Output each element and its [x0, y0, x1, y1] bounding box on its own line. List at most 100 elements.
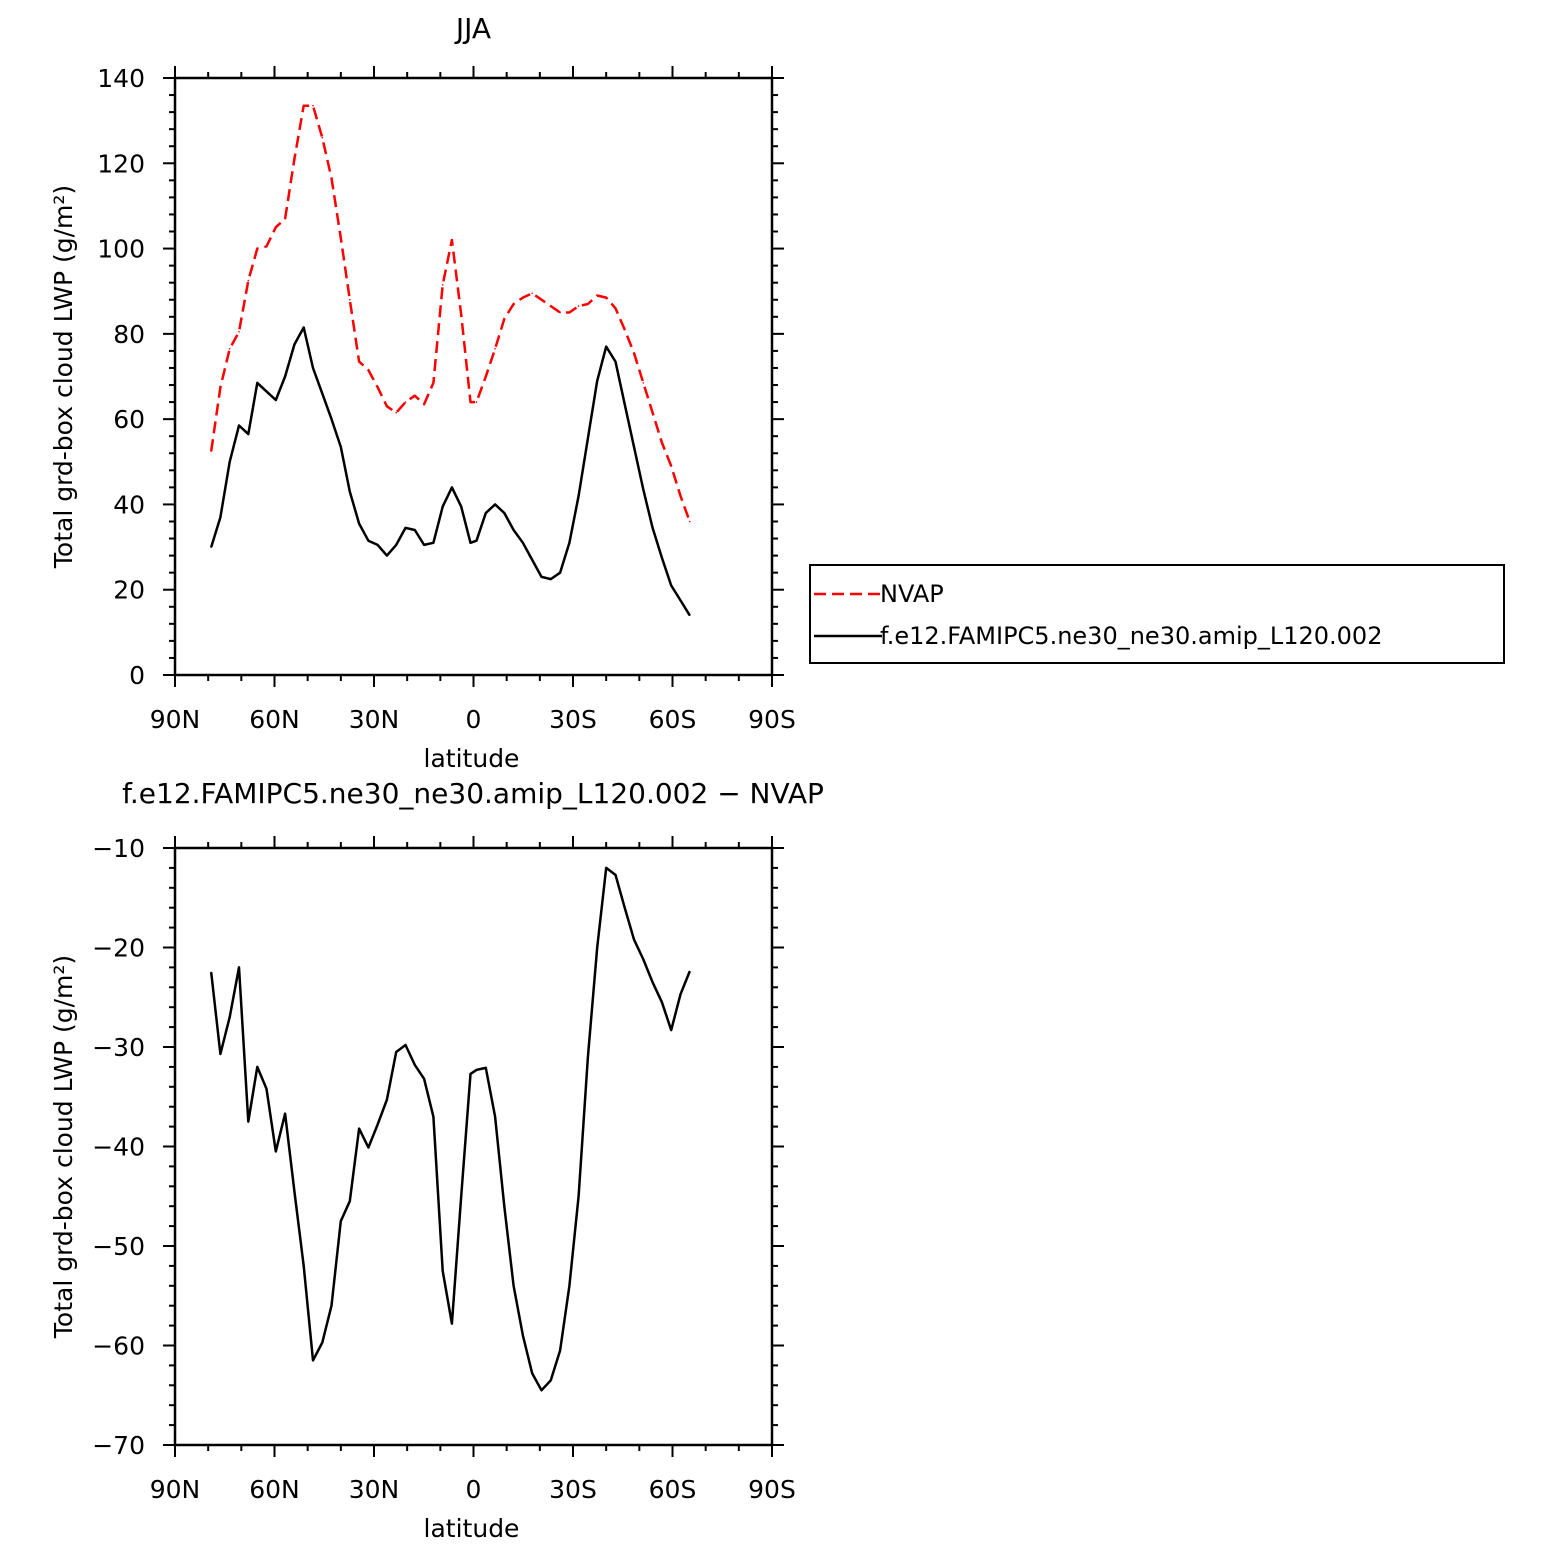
data-point: [568, 1285, 571, 1287]
data-point: [293, 158, 296, 160]
data-point: [531, 292, 533, 295]
data-point: [651, 981, 654, 984]
data-point: [559, 1349, 561, 1352]
data-point: [330, 1304, 333, 1307]
data-point: [210, 546, 212, 548]
data-point: [330, 418, 333, 420]
x-tick-label: 60S: [649, 1475, 697, 1504]
data-point: [302, 326, 305, 329]
data-point: [670, 584, 672, 587]
data-point: [340, 446, 342, 448]
data-point: [522, 542, 524, 544]
data-point: [265, 245, 268, 248]
data-point: [642, 488, 645, 491]
y-tick-label: −30: [92, 1033, 145, 1062]
data-point: [414, 529, 416, 531]
data-point: [256, 1066, 259, 1068]
data-point: [512, 303, 515, 305]
data-point: [247, 433, 250, 435]
data-point: [503, 318, 506, 320]
plot-frame: [173, 846, 774, 1447]
data-point: [302, 1265, 305, 1267]
data-point: [404, 401, 407, 403]
data-point: [367, 539, 370, 542]
data-point: [485, 1067, 487, 1069]
data-point: [522, 296, 524, 299]
data-point: [395, 1051, 398, 1053]
data-point: [633, 446, 635, 448]
series-line-0: [209, 104, 691, 522]
data-point: [432, 1115, 435, 1118]
data-point: [460, 1195, 463, 1198]
data-point: [340, 1220, 342, 1222]
data-point: [577, 495, 580, 497]
data-point: [367, 369, 370, 371]
data-point: [623, 403, 626, 406]
data-point: [349, 1200, 351, 1202]
y-tick-label: 100: [97, 235, 145, 264]
data-point: [321, 392, 324, 395]
chart-title: JJA: [454, 12, 491, 45]
data-point: [441, 284, 444, 286]
data-point: [451, 486, 453, 489]
data-point: [568, 542, 571, 544]
x-tick-label: 30N: [349, 705, 400, 734]
series-line-1: [210, 326, 691, 616]
data-point: [386, 405, 388, 408]
data-point: [577, 1195, 580, 1198]
data-point: [679, 495, 682, 497]
data-point: [265, 1088, 268, 1090]
x-tick-label: 0: [466, 705, 482, 734]
top-panel: JJA 90N 60N 30N 0 30S 60S 90S 0 20 40 60 80 100 120 140…: [49, 12, 1505, 773]
data-point: [228, 461, 231, 463]
plot-frame: [173, 76, 774, 677]
data-point: [219, 516, 222, 518]
data-point: [238, 966, 240, 969]
y-tick-label: −50: [92, 1232, 145, 1261]
data-point: [414, 1064, 416, 1066]
data-point: [451, 239, 453, 241]
data-point: [568, 311, 571, 314]
y-axis-label: Total grd-box cloud LWP (g/m²): [49, 955, 78, 1339]
data-point: [540, 298, 543, 301]
data-point: [358, 522, 360, 525]
data-point: [330, 177, 333, 179]
y-tick-label: −60: [92, 1332, 145, 1361]
bottom-panel: f.e12.FAMIPC5.ne30_ne30.amip_L120.002 − …: [49, 777, 824, 1543]
data-point: [614, 360, 617, 363]
data-point: [423, 403, 425, 406]
data-point: [423, 544, 425, 546]
data-point: [302, 104, 305, 107]
y-tick-label: 40: [113, 490, 145, 519]
y-tick-label: 140: [97, 64, 145, 93]
data-point: [404, 527, 407, 529]
data-point: [494, 1115, 496, 1118]
data-point: [469, 1073, 472, 1075]
legend-label: NVAP: [880, 580, 944, 608]
data-point: [441, 505, 444, 508]
data-point: [623, 328, 626, 331]
data-point: [423, 1078, 425, 1080]
data-point: [494, 503, 496, 506]
data-point: [404, 1044, 407, 1046]
data-point: [376, 544, 379, 546]
y-tick-label: −70: [92, 1431, 145, 1460]
data-point: [587, 437, 589, 440]
chart-title: f.e12.FAMIPC5.ne30_ne30.amip_L120.002 − …: [122, 777, 824, 810]
data-point: [376, 1123, 379, 1126]
data-point: [531, 1372, 533, 1375]
data-point: [512, 529, 515, 531]
data-point: [265, 390, 268, 393]
data-point: [540, 576, 543, 578]
data-point: [623, 906, 626, 909]
data-point: [596, 294, 598, 297]
data-point: [349, 490, 351, 493]
data-point: [358, 360, 360, 363]
data-point: [432, 542, 435, 544]
data-point: [540, 1389, 543, 1392]
data-point: [275, 399, 277, 401]
data-point: [376, 386, 379, 389]
y-tick-label: 0: [129, 661, 145, 690]
data-point: [395, 544, 398, 546]
data-point: [312, 367, 314, 369]
